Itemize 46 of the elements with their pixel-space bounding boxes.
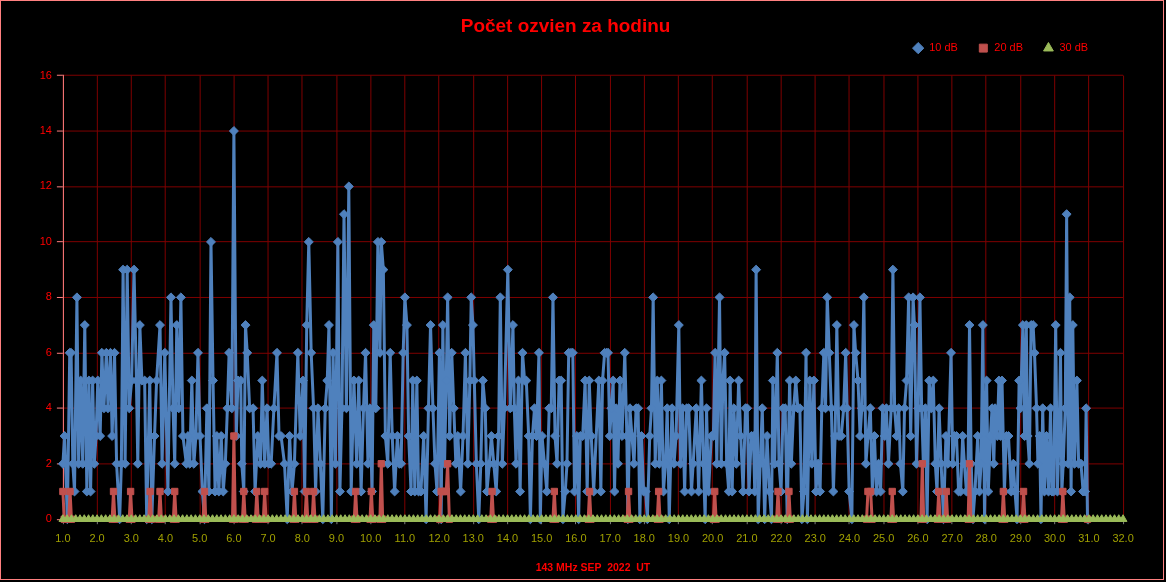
x-tick-label: 23.0 xyxy=(804,531,826,544)
x-tick-label: 13.0 xyxy=(462,531,484,544)
y-tick-label: 14 xyxy=(39,124,52,137)
x-tick-label: 28.0 xyxy=(975,531,997,544)
chart-title: Počet ozvien za hodinu xyxy=(460,14,671,36)
legend-label: 20 dB xyxy=(994,41,1023,54)
x-tick-label: 3.0 xyxy=(123,531,139,544)
x-tick-label: 12.0 xyxy=(428,531,450,544)
x-tick-label: 27.0 xyxy=(941,531,963,544)
x-tick-label: 2.0 xyxy=(89,531,105,544)
y-tick-label: 2 xyxy=(45,456,52,469)
x-tick-label: 22.0 xyxy=(770,531,792,544)
x-tick-label: 9.0 xyxy=(328,531,345,544)
y-tick-label: 4 xyxy=(45,401,52,414)
x-tick-label: 19.0 xyxy=(667,531,690,544)
y-tick-label: 8 xyxy=(45,290,52,303)
x-axis-title: 143 MHz SEP 2022 UT xyxy=(535,561,651,573)
x-tick-label: 26.0 xyxy=(907,531,929,544)
x-tick-label: 30.0 xyxy=(1043,531,1066,544)
x-tick-label: 32.0 xyxy=(1112,531,1134,544)
x-tick-label: 5.0 xyxy=(192,531,208,544)
x-tick-label: 20.0 xyxy=(701,531,724,544)
legend-label: 30 dB xyxy=(1059,41,1089,54)
x-tick-label: 4.0 xyxy=(157,531,174,544)
y-tick-label: 6 xyxy=(45,345,52,358)
y-tick-label: 12 xyxy=(39,179,52,192)
x-tick-label: 18.0 xyxy=(633,531,655,544)
x-tick-label: 10.0 xyxy=(360,531,382,544)
legend-label: 10 dB xyxy=(929,41,958,54)
x-tick-label: 15.0 xyxy=(530,531,553,544)
x-tick-label: 16.0 xyxy=(565,531,587,544)
x-tick-label: 6.0 xyxy=(226,531,242,544)
x-tick-label: 25.0 xyxy=(872,531,895,544)
x-tick-label: 8.0 xyxy=(294,531,310,544)
y-tick-label: 10 xyxy=(39,234,52,247)
x-tick-label: 21.0 xyxy=(736,531,758,544)
x-tick-label: 14.0 xyxy=(496,531,519,544)
x-tick-label: 7.0 xyxy=(260,531,276,544)
x-tick-label: 1.0 xyxy=(55,531,71,544)
x-tick-label: 29.0 xyxy=(1009,531,1032,544)
y-tick-label: 16 xyxy=(39,68,52,81)
x-tick-label: 17.0 xyxy=(599,531,621,544)
x-tick-label: 24.0 xyxy=(838,531,861,544)
y-tick-label: 0 xyxy=(45,512,52,525)
x-tick-label: 31.0 xyxy=(1078,531,1100,544)
x-tick-label: 11.0 xyxy=(394,531,416,544)
